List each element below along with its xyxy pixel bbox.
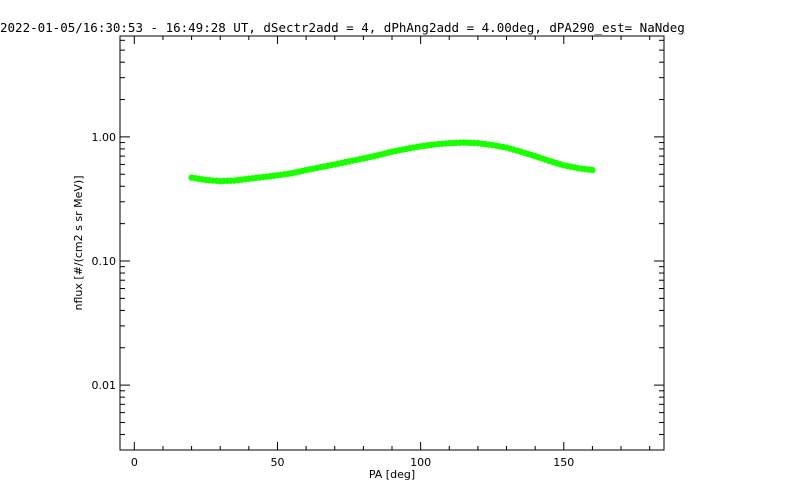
data-series [188, 139, 596, 185]
x-tick-label: 150 [553, 456, 574, 469]
plot-axes [119, 35, 665, 451]
y-axis-label: nflux [#/(cm2 s sr MeV)] [72, 176, 85, 311]
tick-labels: 0 50 100 150 0.01 0.10 1.00 [92, 131, 575, 469]
x-tick-label: 50 [270, 456, 284, 469]
y-tick-label: 0.01 [92, 379, 117, 392]
plot-frame [119, 35, 665, 451]
x-tick-label: 100 [410, 456, 431, 469]
x-axis-label: PA [deg] [369, 468, 415, 481]
y-tick-label: 1.00 [92, 131, 117, 144]
data-point [589, 166, 596, 174]
y-tick-label: 0.10 [92, 255, 117, 268]
tick-marks [120, 36, 664, 451]
x-tick-label: 0 [131, 456, 138, 469]
chart-title: 2022-01-05/16:30:53 - 16:49:28 UT, dSect… [0, 20, 685, 35]
